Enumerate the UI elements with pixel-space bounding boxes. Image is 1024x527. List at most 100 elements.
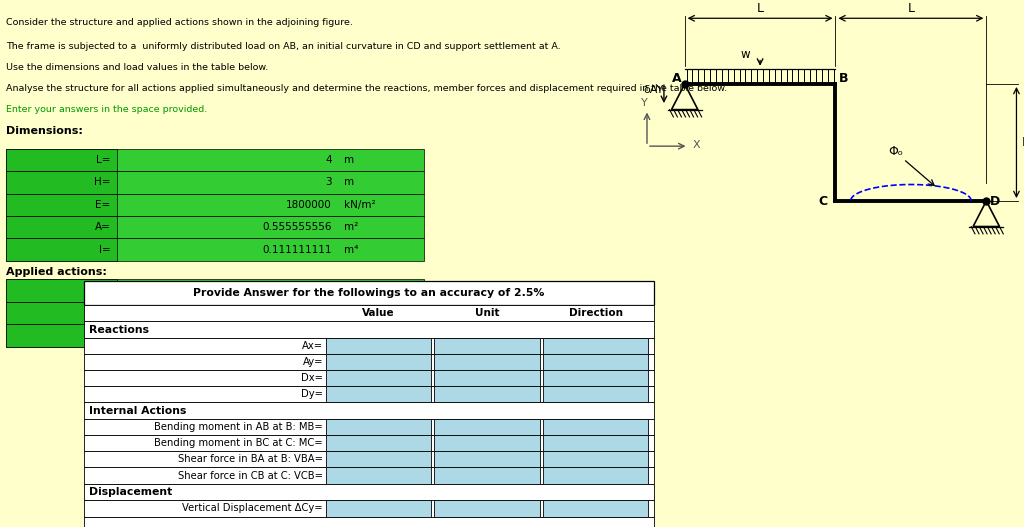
Text: m: m bbox=[344, 178, 354, 188]
FancyBboxPatch shape bbox=[84, 419, 653, 435]
Text: 1800000: 1800000 bbox=[286, 200, 332, 210]
FancyBboxPatch shape bbox=[84, 338, 653, 354]
FancyBboxPatch shape bbox=[326, 501, 431, 516]
Text: The frame is subjected to a  uniformly distributed load on AB, an initial curvat: The frame is subjected to a uniformly di… bbox=[6, 42, 561, 51]
FancyBboxPatch shape bbox=[434, 370, 540, 386]
Text: m²: m² bbox=[344, 222, 358, 232]
FancyBboxPatch shape bbox=[434, 386, 540, 402]
Text: L: L bbox=[757, 2, 764, 15]
FancyBboxPatch shape bbox=[84, 484, 653, 501]
Text: Ay=: Ay= bbox=[302, 357, 323, 367]
Text: Direction: Direction bbox=[568, 308, 623, 318]
Text: L=: L= bbox=[96, 155, 111, 165]
Text: A: A bbox=[672, 72, 681, 85]
FancyBboxPatch shape bbox=[84, 435, 653, 452]
Text: Provide Answer for the followings to an accuracy of 2.5%: Provide Answer for the followings to an … bbox=[193, 288, 545, 298]
FancyBboxPatch shape bbox=[434, 452, 540, 467]
Text: 3: 3 bbox=[326, 178, 332, 188]
Text: Bending moment in BC at C: MC=: Bending moment in BC at C: MC= bbox=[155, 438, 323, 448]
FancyBboxPatch shape bbox=[543, 338, 648, 354]
FancyBboxPatch shape bbox=[84, 516, 653, 527]
FancyBboxPatch shape bbox=[543, 467, 648, 484]
FancyBboxPatch shape bbox=[6, 238, 424, 261]
FancyBboxPatch shape bbox=[434, 501, 540, 516]
Text: δAy: δAy bbox=[92, 330, 111, 340]
Text: Value: Value bbox=[362, 308, 395, 318]
Text: kN/m: kN/m bbox=[344, 286, 372, 296]
Text: B: B bbox=[840, 72, 849, 85]
FancyBboxPatch shape bbox=[6, 149, 424, 171]
Text: m: m bbox=[344, 330, 354, 340]
FancyBboxPatch shape bbox=[434, 467, 540, 484]
Text: Analyse the structure for all actions applied simultaneously and determine the r: Analyse the structure for all actions ap… bbox=[6, 84, 727, 93]
Text: Shear force in CB at C: VCB=: Shear force in CB at C: VCB= bbox=[178, 471, 323, 481]
FancyBboxPatch shape bbox=[6, 216, 424, 238]
Text: Φₒ: Φₒ bbox=[888, 145, 903, 158]
Text: L: L bbox=[907, 2, 914, 15]
FancyBboxPatch shape bbox=[326, 338, 431, 354]
Text: A=: A= bbox=[94, 222, 111, 232]
Text: Bending moment in AB at B: MB=: Bending moment in AB at B: MB= bbox=[155, 422, 323, 432]
Text: H: H bbox=[1022, 136, 1024, 149]
FancyBboxPatch shape bbox=[6, 149, 117, 171]
Text: m: m bbox=[344, 155, 354, 165]
FancyBboxPatch shape bbox=[6, 301, 117, 324]
FancyBboxPatch shape bbox=[326, 370, 431, 386]
Text: Use the dimensions and load values in the table below.: Use the dimensions and load values in th… bbox=[6, 63, 268, 72]
FancyBboxPatch shape bbox=[6, 324, 117, 347]
FancyBboxPatch shape bbox=[6, 301, 424, 324]
FancyBboxPatch shape bbox=[543, 386, 648, 402]
Text: δAY: δAY bbox=[643, 85, 664, 95]
FancyBboxPatch shape bbox=[434, 435, 540, 452]
FancyBboxPatch shape bbox=[84, 467, 653, 484]
Text: w: w bbox=[102, 286, 111, 296]
Text: kN/m²: kN/m² bbox=[344, 200, 376, 210]
Text: w: w bbox=[740, 48, 750, 61]
Text: m⁻¹: m⁻¹ bbox=[344, 308, 364, 318]
FancyBboxPatch shape bbox=[6, 171, 424, 194]
Text: Enter your answers in the space provided.: Enter your answers in the space provided… bbox=[6, 105, 208, 114]
FancyBboxPatch shape bbox=[326, 435, 431, 452]
Text: X: X bbox=[692, 140, 699, 150]
Text: I=: I= bbox=[99, 245, 111, 255]
FancyBboxPatch shape bbox=[84, 370, 653, 386]
Text: Ax=: Ax= bbox=[302, 341, 323, 351]
FancyBboxPatch shape bbox=[6, 324, 424, 347]
FancyBboxPatch shape bbox=[6, 279, 117, 301]
Text: H=: H= bbox=[94, 178, 111, 188]
Text: C: C bbox=[818, 194, 827, 208]
Text: Reactions: Reactions bbox=[89, 325, 150, 335]
Text: 0.0004: 0.0004 bbox=[296, 308, 332, 318]
Text: Dimensions:: Dimensions: bbox=[6, 126, 83, 136]
FancyBboxPatch shape bbox=[84, 305, 653, 321]
Text: Applied actions:: Applied actions: bbox=[6, 267, 108, 277]
Text: 95: 95 bbox=[318, 286, 332, 296]
FancyBboxPatch shape bbox=[326, 467, 431, 484]
FancyBboxPatch shape bbox=[84, 501, 653, 516]
FancyBboxPatch shape bbox=[6, 216, 117, 238]
FancyBboxPatch shape bbox=[84, 321, 653, 338]
Text: Shear force in BA at B: VBA=: Shear force in BA at B: VBA= bbox=[178, 454, 323, 464]
FancyBboxPatch shape bbox=[6, 279, 424, 301]
FancyBboxPatch shape bbox=[543, 370, 648, 386]
Text: Unit: Unit bbox=[475, 308, 500, 318]
Text: Consider the structure and applied actions shown in the adjoining figure.: Consider the structure and applied actio… bbox=[6, 18, 353, 27]
FancyBboxPatch shape bbox=[326, 452, 431, 467]
FancyBboxPatch shape bbox=[84, 452, 653, 467]
Text: m⁴: m⁴ bbox=[344, 245, 358, 255]
Text: 0.01: 0.01 bbox=[309, 330, 332, 340]
Text: 0.555555556: 0.555555556 bbox=[262, 222, 332, 232]
FancyBboxPatch shape bbox=[326, 386, 431, 402]
Text: 4: 4 bbox=[326, 155, 332, 165]
FancyBboxPatch shape bbox=[326, 419, 431, 435]
FancyBboxPatch shape bbox=[84, 402, 653, 419]
Text: 0.111111111: 0.111111111 bbox=[262, 245, 332, 255]
FancyBboxPatch shape bbox=[6, 194, 424, 216]
FancyBboxPatch shape bbox=[84, 354, 653, 370]
Text: Dy=: Dy= bbox=[301, 389, 323, 399]
FancyBboxPatch shape bbox=[84, 386, 653, 402]
FancyBboxPatch shape bbox=[434, 354, 540, 370]
FancyBboxPatch shape bbox=[84, 281, 653, 305]
FancyBboxPatch shape bbox=[6, 171, 117, 194]
FancyBboxPatch shape bbox=[326, 354, 431, 370]
